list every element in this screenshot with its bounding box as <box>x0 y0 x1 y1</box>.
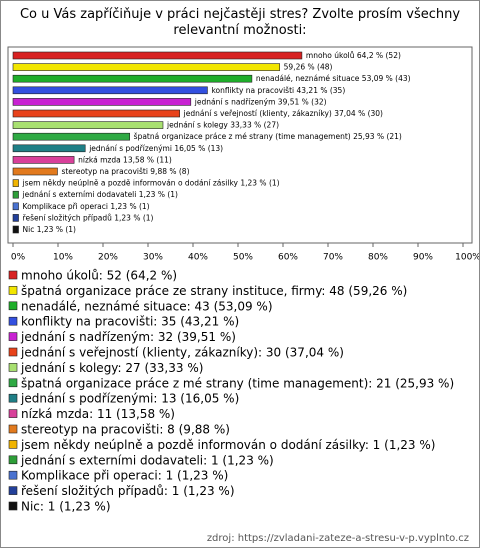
legend-swatch <box>8 440 18 449</box>
bar <box>12 202 19 211</box>
legend-swatch <box>8 270 18 280</box>
bar-label: špatná organizace práce z mé strany (tim… <box>134 132 402 141</box>
x-tick-label: 100% <box>455 253 479 263</box>
legend-swatch <box>8 501 18 511</box>
legend-swatch <box>8 316 18 326</box>
legend-label: řešení složitých případů: 1 (1,23 %) <box>21 484 235 498</box>
legend-swatch <box>8 424 18 434</box>
x-tick-label: 30% <box>143 253 163 263</box>
bar-label: nenadálé, neznámé situace 53,09 % (43) <box>256 74 411 83</box>
legend-label: jednání s podřízenými: 13 (16,05 %) <box>20 392 239 406</box>
legend-swatch <box>8 470 18 480</box>
legend-label: jednání s externími dodavateli: 1 (1,23 … <box>20 453 274 467</box>
bar <box>12 121 164 129</box>
legend-label: nenadálé, neznámé situace: 43 (53,09 %) <box>21 299 273 313</box>
bar-label: nízká mzda 13,58 % (11) <box>78 155 172 164</box>
legend-swatch <box>8 363 18 372</box>
bar-label: jednání s veřejností (klienty, zákazníky… <box>183 109 383 118</box>
bar-label: řešení složitých případů 1,23 % (1) <box>23 213 154 222</box>
bar <box>12 225 19 234</box>
legend-swatch <box>8 286 18 295</box>
legend-label: jsem někdy neúplně a pozdě informován o … <box>20 438 435 452</box>
legend-swatch <box>8 393 18 403</box>
source: zdroj: https://zvladani-zateze-a-stresu-… <box>207 533 469 544</box>
bar-label: jsem někdy neúplně a pozdě informován o … <box>22 179 280 188</box>
bar <box>12 167 58 176</box>
legend-label: špatná organizace práce z mé strany (tim… <box>21 376 454 390</box>
legend-label: jednání s kolegy: 27 (33,33 %) <box>20 361 203 375</box>
legend-swatch <box>8 332 18 341</box>
legend-swatch <box>8 409 18 418</box>
x-tick-label: 70% <box>323 253 343 263</box>
bar-label: jednání s nadřízeným 39,51 % (32) <box>194 97 327 106</box>
bar-label: jednání s externími dodavateli 1,23 % (1… <box>22 190 178 199</box>
bar <box>12 156 75 164</box>
x-tick-label: 10% <box>53 253 73 263</box>
legend-label: špatná organizace práce ze strany instit… <box>21 284 407 298</box>
bar-label: konflikty na pracovišti 43,21 % (35) <box>211 86 345 95</box>
legend-swatch <box>8 301 18 311</box>
bar <box>12 74 253 83</box>
x-tick-label: 0% <box>11 253 26 263</box>
bar <box>12 190 19 199</box>
legend-label: Nic: 1 (1,23 %) <box>21 500 111 514</box>
bar-label: Nic 1,23 % (1) <box>23 225 76 234</box>
bar-label: 59,26 % (48) <box>284 63 333 72</box>
x-tick-label: 80% <box>368 253 388 263</box>
legend-swatch <box>8 455 18 465</box>
bar <box>12 214 19 222</box>
bar <box>12 179 19 187</box>
legend-label: mnoho úkolů: 52 (64,2 %) <box>21 269 177 283</box>
x-tick-label: 60% <box>278 253 298 263</box>
chart-title: Co u Vás zapříčiňuje v práci nejčastěji … <box>19 7 461 38</box>
bar <box>12 51 303 60</box>
legend-label: konflikty na pracovišti: 35 (43,21 %) <box>21 315 239 329</box>
legend-label: nízká mzda: 11 (13,58 %) <box>21 407 175 421</box>
legend-label: jednání s veřejností (klienty, zákazníky… <box>20 346 344 360</box>
x-tick-label: 90% <box>413 253 433 263</box>
bar-label: mnoho úkolů 64,2 % (52) <box>306 51 401 60</box>
bar-label: jednání s podřízenými 16,05 % (13) <box>88 144 223 153</box>
x-tick-label: 50% <box>233 253 253 263</box>
bar <box>12 63 280 71</box>
bar-label: jednání s kolegy 33,33 % (27) <box>166 121 279 130</box>
legend-swatch <box>8 347 18 357</box>
bar <box>12 109 180 118</box>
bar <box>12 98 192 106</box>
legend-label: Komplikace při operaci: 1 (1,23 %) <box>21 469 228 483</box>
legend-swatch <box>8 378 18 388</box>
bar <box>12 144 86 153</box>
bar <box>12 86 208 95</box>
legend-label: jednání s nadřízeným: 32 (39,51 %) <box>20 330 236 344</box>
x-tick-label: 40% <box>188 253 208 263</box>
x-tick-label: 20% <box>98 253 118 263</box>
legend-label: stereotyp na pracovišti: 8 (9,88 %) <box>21 423 230 437</box>
bar-label: stereotyp na pracovišti 9,88 % (8) <box>61 167 189 176</box>
bar-label: Komplikace při operaci 1,23 % (1) <box>23 202 150 211</box>
legend-swatch <box>8 486 18 495</box>
bar <box>12 132 130 141</box>
